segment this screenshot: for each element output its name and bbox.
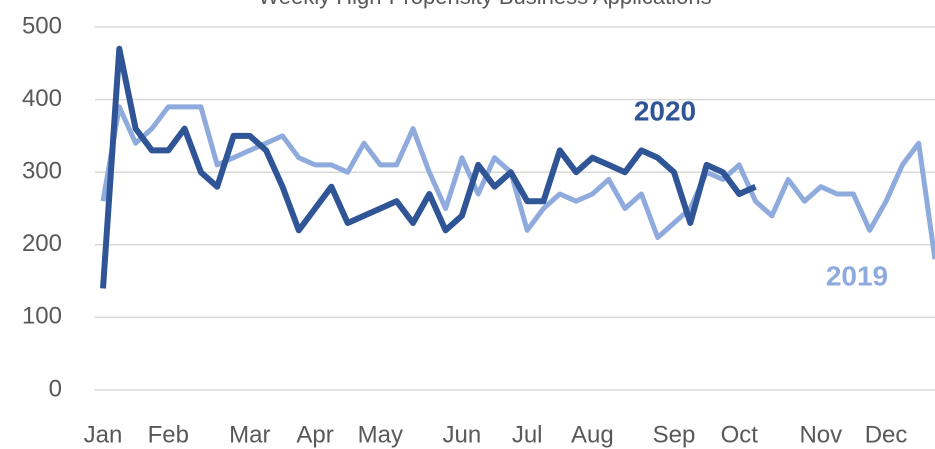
x-tick-label: Aug [571,421,614,448]
line-series [100,104,935,260]
x-tick-label: Apr [296,421,333,448]
y-tick-label: 200 [22,230,62,257]
line-series [100,45,757,289]
series-label: 2020 [634,95,696,126]
x-tick-label: Jun [443,421,482,448]
x-tick-label: Oct [721,421,759,448]
x-tick-label: Jan [84,421,123,448]
x-tick-label: Mar [229,421,270,448]
y-tick-label: 400 [22,85,62,112]
x-tick-label: Nov [799,421,842,448]
x-tick-label: Sep [653,421,696,448]
series-label: 2019 [826,260,888,291]
y-tick-label: 300 [22,158,62,185]
chart-title: Weekly High-Propensity Business Applicat… [258,0,711,9]
y-tick-label: 100 [22,303,62,330]
y-tick-label: 0 [49,375,62,402]
x-tick-label: Jul [512,421,543,448]
x-tick-label: May [358,421,403,448]
x-tick-label: Feb [148,421,189,448]
x-tick-label: Dec [865,421,908,448]
y-tick-label: 500 [22,12,62,39]
